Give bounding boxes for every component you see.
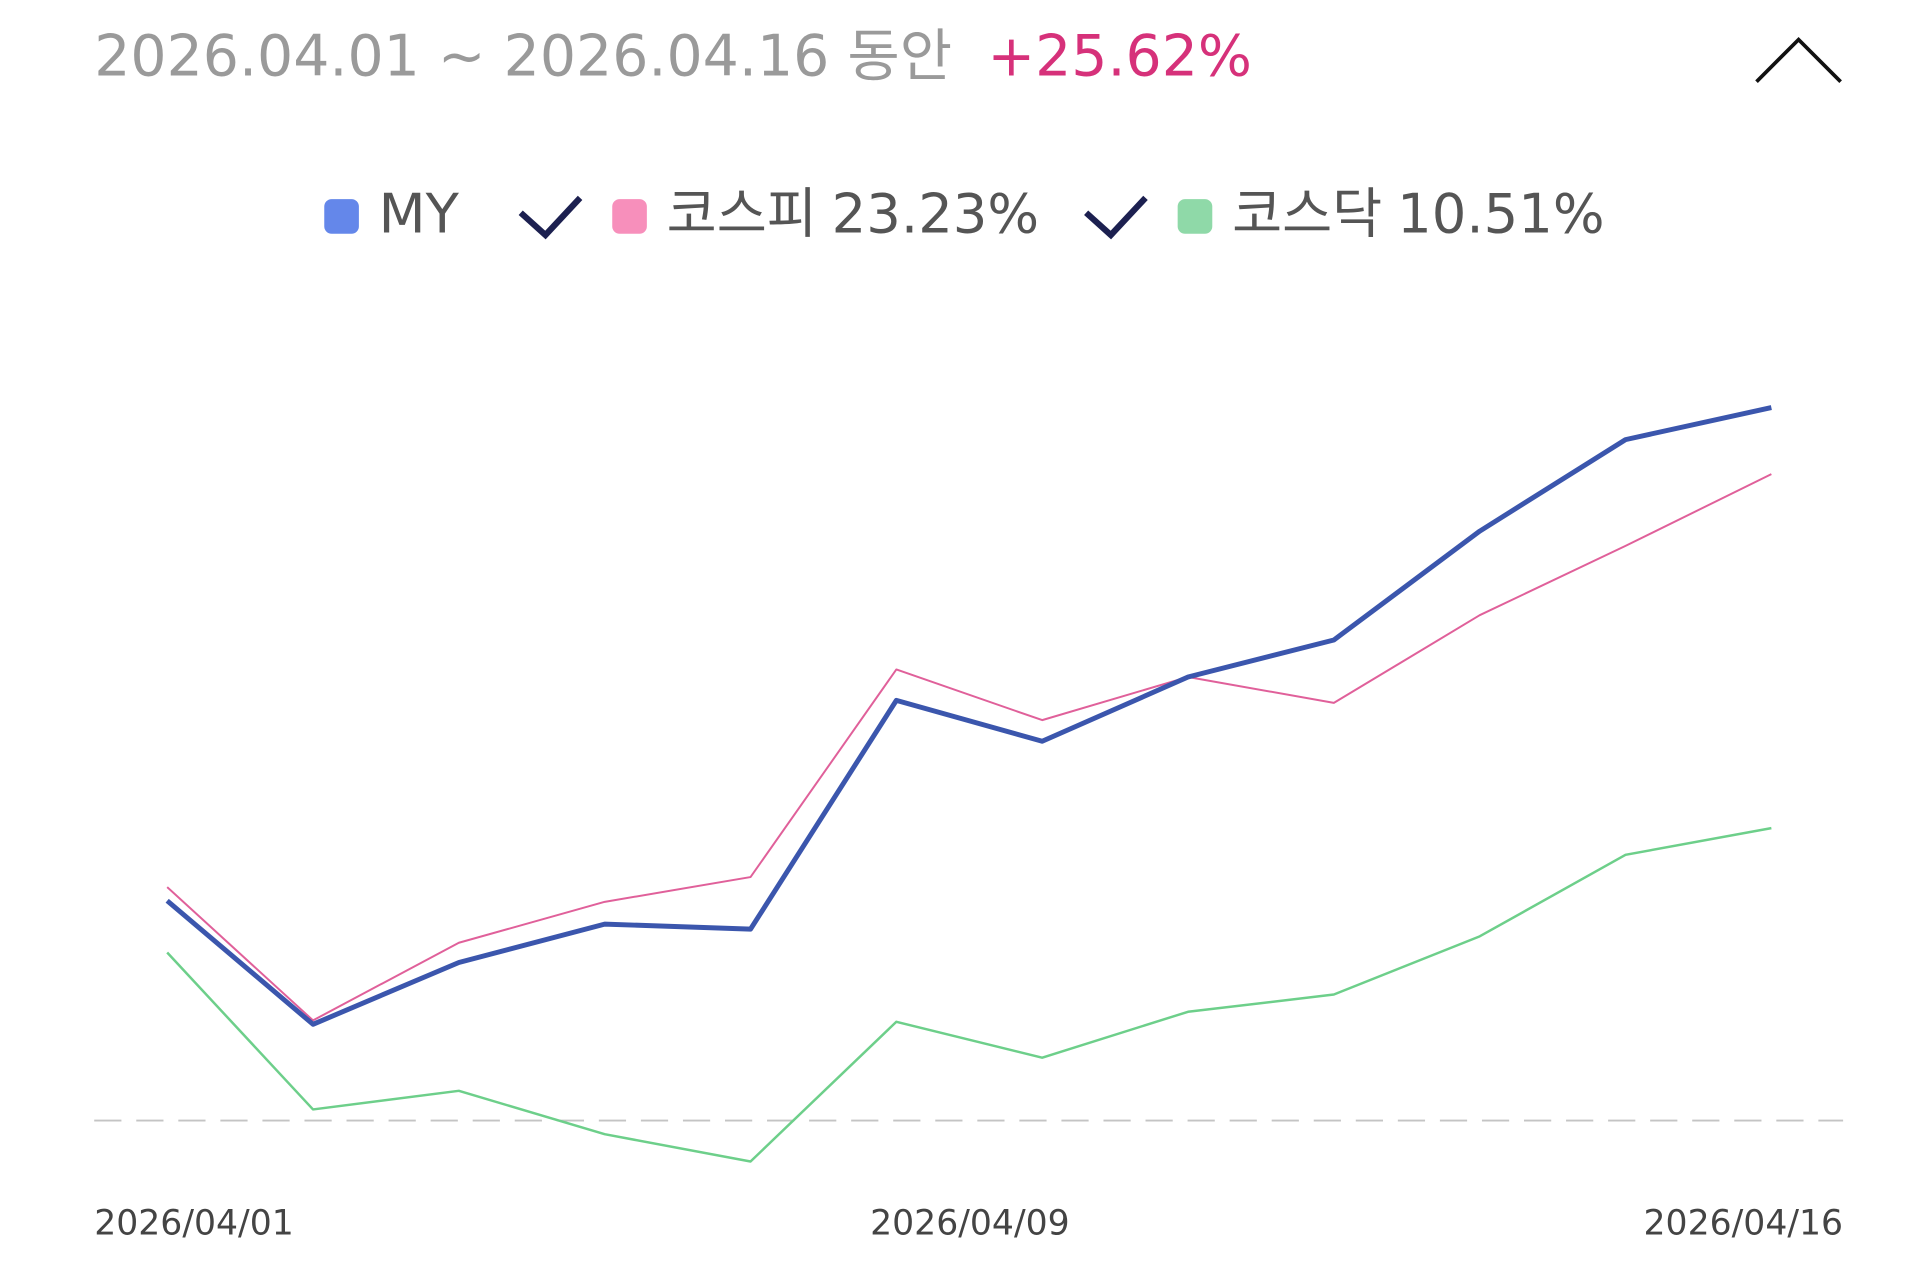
legend-name: 코스닥 bbox=[1232, 182, 1382, 246]
legend-swatch bbox=[1177, 199, 1213, 234]
x-tick-label: 2026/04/01 bbox=[94, 1203, 294, 1243]
legend-label: MY bbox=[379, 182, 460, 246]
header: 2026.04.01 ~ 2026.04.16 동안 +25.62% bbox=[94, 23, 1252, 89]
x-tick-label: 2026/04/09 bbox=[870, 1203, 1070, 1243]
legend-swatch bbox=[612, 199, 647, 234]
legend-label: 코스피 23.23% bbox=[667, 182, 1039, 246]
legend-swatch bbox=[324, 199, 359, 234]
period: 2026.04.01 ~ 2026.04.16 동안 bbox=[94, 23, 952, 89]
collapse-button[interactable] bbox=[1755, 36, 1842, 83]
legend-value: 23.23% bbox=[832, 182, 1039, 246]
series-line bbox=[165, 405, 1772, 1027]
series-line bbox=[166, 826, 1772, 1163]
toggle-check[interactable] bbox=[518, 195, 583, 240]
toggle-check[interactable] bbox=[1084, 195, 1148, 240]
legend-value: 10.51% bbox=[1397, 182, 1604, 246]
legend-name: 코스피 bbox=[667, 182, 817, 246]
series-line bbox=[166, 473, 1772, 1022]
x-tick-label: 2026/04/16 bbox=[1644, 1203, 1844, 1243]
legend: MY 코스피 23.23% 코스닥 10.51% bbox=[324, 182, 1605, 246]
return: +25.62% bbox=[987, 23, 1252, 89]
legend-name: MY bbox=[379, 182, 460, 246]
legend-label: 코스닥 10.51% bbox=[1232, 182, 1604, 246]
